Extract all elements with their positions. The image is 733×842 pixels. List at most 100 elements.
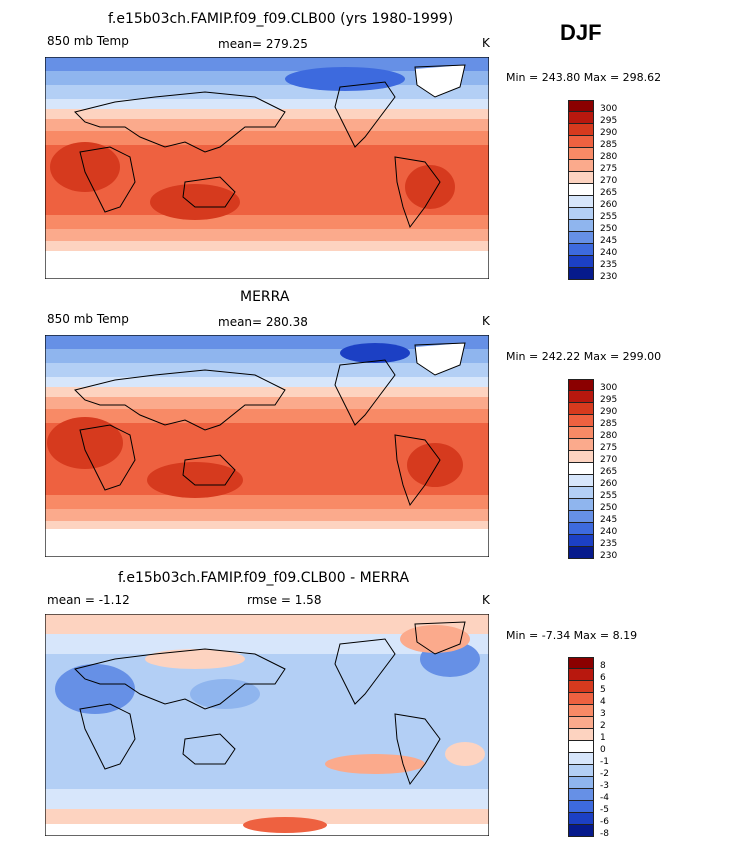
swatch [568, 523, 594, 535]
swatch [568, 439, 594, 451]
swatch [568, 693, 594, 705]
colorbar-label: 300 [600, 383, 618, 393]
swatch [568, 681, 594, 693]
swatch [568, 136, 594, 148]
colorbar-label: 235 [600, 539, 618, 549]
panel-1-map [45, 57, 489, 279]
panel-1-units: K [482, 36, 490, 50]
swatch [568, 256, 594, 268]
colorbar-label: 245 [600, 515, 618, 525]
colorbar-label: 240 [600, 248, 618, 258]
colorbar-label: -5 [600, 805, 609, 815]
swatch [568, 825, 594, 837]
colorbar-label: -2 [600, 769, 609, 779]
panel-2-title: MERRA [240, 289, 290, 305]
swatch [568, 547, 594, 559]
swatch [568, 196, 594, 208]
panel-3-map [45, 614, 489, 836]
colorbar-label: -3 [600, 781, 609, 791]
colorbar-label: -4 [600, 793, 609, 803]
colorbar-label: 270 [600, 455, 618, 465]
swatch [568, 220, 594, 232]
season-label: DJF [560, 20, 602, 45]
colorbar-label: 4 [600, 697, 606, 707]
colorbar-label: 300 [600, 104, 618, 114]
colorbar-label: 230 [600, 272, 618, 282]
colorbar-label: 275 [600, 443, 618, 453]
colorbar-label: 280 [600, 431, 618, 441]
panel-3-units: K [482, 593, 490, 607]
panel-3-title: f.e15b03ch.FAMIP.f09_f09.CLB00 - MERRA [118, 570, 410, 586]
swatch [568, 172, 594, 184]
swatch [568, 765, 594, 777]
swatch [568, 813, 594, 825]
panel-2-map [45, 335, 489, 557]
panel-2-colorbar: 300 295 290 285 280 275 270 265 260 255 … [568, 379, 617, 561]
swatch [568, 535, 594, 547]
swatch [568, 184, 594, 196]
colorbar-label: 270 [600, 176, 618, 186]
colorbar-label: 245 [600, 236, 618, 246]
swatch [568, 717, 594, 729]
swatch [568, 160, 594, 172]
colorbar-label: 285 [600, 419, 618, 429]
panel-1-minmax: Min = 243.80 Max = 298.62 [506, 71, 662, 84]
swatch [568, 777, 594, 789]
swatch [568, 669, 594, 681]
panel-2-units: K [482, 314, 490, 328]
swatch [568, 729, 594, 741]
colorbar-label: 260 [600, 479, 618, 489]
colorbar-label: 240 [600, 527, 618, 537]
panel-1-field: 850 mb Temp [47, 34, 129, 48]
swatch [568, 463, 594, 475]
panel-3-rmse: rmse = 1.58 [247, 593, 322, 607]
colorbar-label: 3 [600, 709, 606, 719]
panel-1-mean: mean= 279.25 [218, 37, 308, 51]
colorbar-label: 290 [600, 407, 618, 417]
swatch [568, 741, 594, 753]
swatch [568, 705, 594, 717]
colorbar-label: 295 [600, 395, 618, 405]
colorbar-label: 250 [600, 503, 618, 513]
swatch [568, 124, 594, 136]
colorbar-label: 250 [600, 224, 618, 234]
panel-3-minmax: Min = -7.34 Max = 8.19 [506, 629, 638, 642]
swatch [568, 511, 594, 523]
panel-2-field: 850 mb Temp [47, 312, 129, 326]
colorbar-label: 255 [600, 491, 618, 501]
colorbar-label: -8 [600, 829, 609, 839]
swatch [568, 232, 594, 244]
panel-3-colorbar: 8 6 5 4 3 2 1 0 -1 -2 -3 -4 -5 -6 -8 [568, 657, 609, 839]
colorbar-label: 230 [600, 551, 618, 561]
colorbar-label: 6 [600, 673, 606, 683]
colorbar-label: 235 [600, 260, 618, 270]
colorbar-label: 0 [600, 745, 606, 755]
colorbar-label: 2 [600, 721, 606, 731]
swatch [568, 753, 594, 765]
swatch [568, 415, 594, 427]
panel-1-title: f.e15b03ch.FAMIP.f09_f09.CLB00 (yrs 1980… [108, 11, 454, 27]
swatch [568, 789, 594, 801]
panel-1-colorbar: 300 295 290 285 280 275 270 265 260 255 … [568, 100, 617, 282]
swatch [568, 427, 594, 439]
colorbar-label: 275 [600, 164, 618, 174]
colorbar-label: 1 [600, 733, 606, 743]
colorbar-label: -1 [600, 757, 609, 767]
panel-3-mean: mean = -1.12 [47, 593, 130, 607]
swatch [568, 112, 594, 124]
colorbar-label: 5 [600, 685, 606, 695]
swatch [568, 379, 594, 391]
swatch [568, 487, 594, 499]
panel-2-mean: mean= 280.38 [218, 315, 308, 329]
colorbar-label: -6 [600, 817, 609, 827]
swatch [568, 244, 594, 256]
swatch [568, 801, 594, 813]
colorbar-label: 260 [600, 200, 618, 210]
colorbar-label: 285 [600, 140, 618, 150]
swatch [568, 391, 594, 403]
colorbar-label: 8 [600, 661, 606, 671]
swatch [568, 403, 594, 415]
swatch [568, 657, 594, 669]
swatch [568, 148, 594, 160]
colorbar-label: 280 [600, 152, 618, 162]
